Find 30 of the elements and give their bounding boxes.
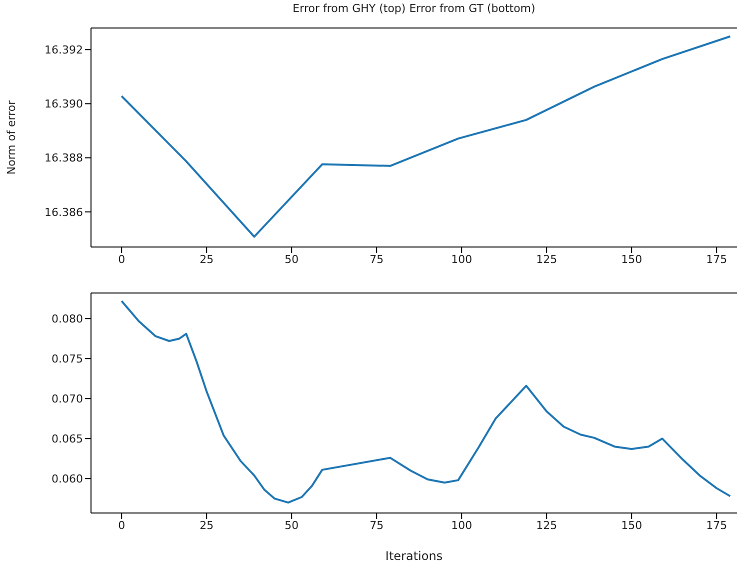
y-tick-label: 0.070 bbox=[52, 392, 83, 406]
x-tick-label: 175 bbox=[706, 252, 728, 266]
x-tick-label: 100 bbox=[451, 518, 472, 532]
y-tick-label: 16.392 bbox=[44, 44, 83, 57]
y-tick-label: 16.388 bbox=[44, 152, 83, 165]
chart-title: Error from GHY (top) Error from GT (bottom) bbox=[292, 2, 536, 15]
x-tick-label: 25 bbox=[200, 518, 214, 532]
y-tick-label: 0.060 bbox=[52, 472, 83, 486]
y-tick-label: 16.386 bbox=[44, 206, 83, 219]
x-tick-label: 100 bbox=[451, 252, 472, 266]
x-tick-label: 125 bbox=[536, 252, 558, 266]
line-series bbox=[120, 35, 732, 238]
x-tick-label: 75 bbox=[370, 518, 384, 532]
line-series bbox=[120, 300, 732, 504]
x-tick-label: 175 bbox=[706, 518, 728, 532]
y-tick-label: 0.080 bbox=[52, 312, 83, 326]
y-tick-label: 0.065 bbox=[52, 432, 83, 446]
x-tick-label: 50 bbox=[284, 518, 299, 532]
x-tick-label: 0 bbox=[118, 518, 126, 532]
x-tick-label: 25 bbox=[200, 252, 214, 266]
x-tick-label: 150 bbox=[621, 252, 642, 266]
x-tick-label: 150 bbox=[621, 518, 642, 532]
y-axis-title: Norm of error bbox=[4, 100, 18, 175]
y-tick-label: 16.390 bbox=[44, 98, 83, 111]
x-axis-title: Iterations bbox=[385, 549, 443, 562]
x-tick-label: 125 bbox=[536, 518, 558, 532]
x-tick-label: 50 bbox=[284, 252, 299, 266]
y-tick-label: 0.075 bbox=[52, 352, 83, 366]
x-tick-label: 75 bbox=[370, 252, 384, 266]
x-tick-label: 0 bbox=[118, 252, 126, 266]
